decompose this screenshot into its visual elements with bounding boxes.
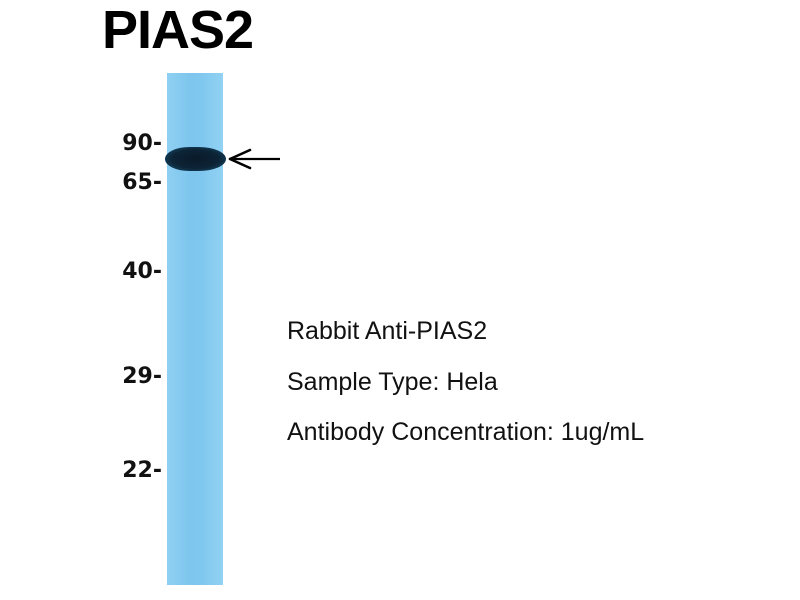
figure-title: PIAS2 — [102, 0, 254, 60]
marker-22: 22- — [122, 458, 162, 483]
protein-band — [165, 147, 226, 171]
concentration-label: Antibody Concentration: 1ug/mL — [287, 418, 645, 446]
sample-type-label: Sample Type: Hela — [287, 368, 498, 396]
band-arrow-icon — [228, 148, 280, 170]
marker-40: 40- — [122, 259, 162, 284]
marker-65: 65- — [122, 170, 162, 195]
marker-29: 29- — [122, 364, 162, 389]
antibody-label: Rabbit Anti-PIAS2 — [287, 317, 488, 345]
marker-90: 90- — [122, 131, 162, 156]
